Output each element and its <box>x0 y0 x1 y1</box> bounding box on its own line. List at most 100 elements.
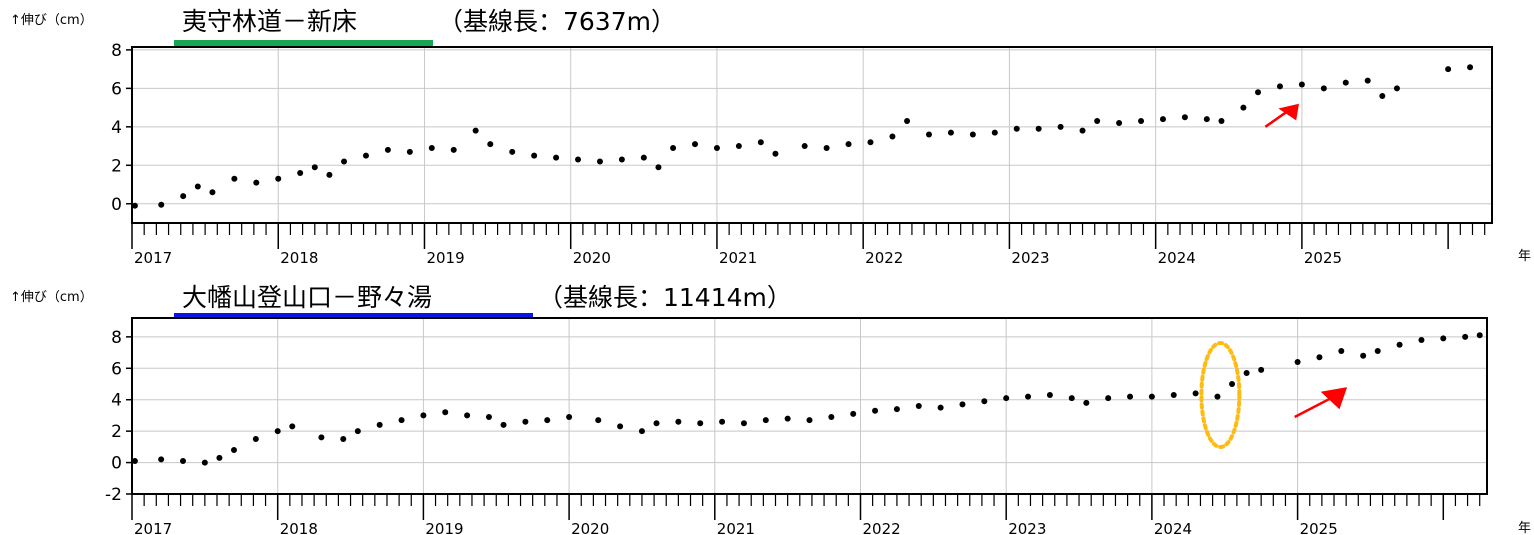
data-point <box>1127 393 1134 400</box>
annotations <box>1199 341 1348 449</box>
data-point <box>553 154 560 161</box>
data-point <box>1094 118 1101 125</box>
data-point <box>1192 390 1199 397</box>
x-tick-label: 2023 <box>1011 249 1049 267</box>
x-axis-unit: 年 <box>1518 249 1531 264</box>
data-point <box>420 412 427 419</box>
data-point <box>1159 116 1166 123</box>
y-tick-label: -2 <box>105 485 122 505</box>
data-point <box>655 164 662 171</box>
data-point <box>991 129 998 136</box>
data-point <box>762 417 769 424</box>
data-point <box>398 417 405 424</box>
x-tick-label: 2019 <box>426 249 464 267</box>
data-point <box>341 158 348 165</box>
y-tick-label: 2 <box>111 422 122 442</box>
data-point <box>509 148 516 155</box>
data-point <box>850 410 857 417</box>
x-tick-label: 2018 <box>280 520 318 535</box>
data-point <box>1396 341 1403 348</box>
data-point <box>289 423 296 430</box>
data-point <box>131 202 138 209</box>
data-point <box>1138 118 1145 125</box>
data-point <box>1258 366 1265 373</box>
data-point <box>1298 81 1305 88</box>
data-point <box>1445 66 1452 73</box>
data-point <box>1035 125 1042 132</box>
chart-title: 大幡山登山口－野々湯 <box>182 283 432 312</box>
data-point <box>406 148 413 155</box>
data-point <box>937 404 944 411</box>
data-point <box>1229 381 1236 387</box>
data-point <box>1083 399 1090 406</box>
data-point <box>522 418 529 425</box>
data-point <box>740 420 747 427</box>
data-point <box>450 146 457 153</box>
chart-panel-1: ↑伸び（cm） 夷守林道－新床 （基線長：7637m） 年 0 2 4 6 8 2017 2… <box>10 7 1531 267</box>
data-point <box>1364 77 1371 84</box>
data-point <box>275 175 282 182</box>
data-point <box>201 459 208 466</box>
data-point <box>1025 393 1032 400</box>
data-point <box>692 141 699 148</box>
data-point <box>1476 332 1483 339</box>
data-point <box>376 421 383 428</box>
data-point <box>297 169 304 176</box>
data-point <box>1294 359 1301 365</box>
data-point <box>311 164 318 171</box>
y-tick-label: 4 <box>111 118 122 138</box>
title-underline <box>174 40 433 46</box>
annotation-arrowhead <box>1278 103 1299 121</box>
data-point <box>867 139 874 146</box>
data-point <box>1181 114 1188 121</box>
data-point <box>915 403 922 409</box>
data-point <box>1462 333 1469 340</box>
data-point <box>845 141 852 148</box>
data-point <box>1374 348 1381 354</box>
data-point <box>959 401 966 408</box>
annotations <box>1264 103 1299 128</box>
data-point <box>1276 83 1283 90</box>
data-point <box>1003 395 1010 402</box>
data-point <box>772 150 779 157</box>
data-point <box>1418 337 1425 343</box>
data-point <box>697 420 704 427</box>
x-tick-label: 2019 <box>425 520 463 535</box>
data-point <box>252 436 259 442</box>
data-point <box>784 415 791 422</box>
data-point <box>1360 352 1367 359</box>
plot-frame <box>131 317 1488 495</box>
data-point <box>735 143 742 150</box>
axes: 0 2 4 6 8 2017 2018 2019 2020 2021 2022 2023 2024 202… <box>111 41 1486 267</box>
data-point <box>638 428 645 435</box>
data-point <box>209 189 216 196</box>
data-point <box>872 407 879 414</box>
plot-grid <box>131 318 1487 495</box>
data-point <box>1320 85 1327 92</box>
x-axis-unit: 年 <box>1518 521 1531 535</box>
data-point <box>253 179 260 186</box>
data-point <box>828 414 835 420</box>
data-point <box>893 406 900 413</box>
data-point <box>472 127 479 134</box>
highlight-ellipse <box>1199 341 1242 449</box>
data-point <box>1240 104 1247 111</box>
data-point <box>823 144 830 151</box>
data-point <box>487 141 494 148</box>
title-underline <box>174 313 533 319</box>
data-point <box>180 193 187 200</box>
data-point <box>719 418 726 425</box>
data-point <box>1148 393 1155 400</box>
x-tick-label: 2017 <box>134 520 172 535</box>
data-point <box>596 158 603 165</box>
x-tick-label: 2020 <box>573 249 611 267</box>
x-tick-label: 2022 <box>865 249 903 267</box>
data-point <box>653 420 660 427</box>
data-point <box>464 412 471 419</box>
data-point <box>757 139 764 146</box>
data-point <box>1068 395 1075 402</box>
chart-panel-2: ↑伸び（cm） 大幡山登山口－野々湯 （基線長：11414m） 年 -2 0 2 4 6… <box>10 283 1531 535</box>
data-point <box>1218 118 1225 125</box>
x-tick-label: 2023 <box>1008 520 1046 535</box>
axes: -2 0 2 4 6 8 2017 2018 2019 2020 2021 2022 2023 2024 2… <box>105 328 1481 535</box>
